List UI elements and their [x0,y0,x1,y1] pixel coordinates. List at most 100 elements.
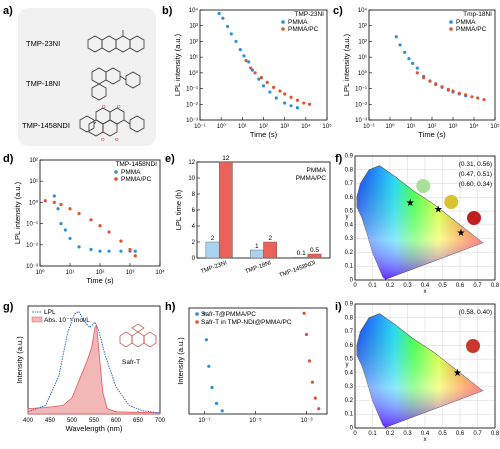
x-tick-label: 700 [155,418,165,424]
data-point [278,89,282,93]
x-tick-label: 10³ [126,270,135,276]
coordinate-label: (0.58, 0.40) [459,309,492,316]
y-tick-label: 0.5 [345,209,354,215]
compound-label-1458ndi: TMP-1458NDI [22,121,70,130]
y-axis-label: LPL intensity (a.u.) [173,33,182,96]
x-axis-label: Wavelength (nm) [66,424,123,433]
data-point [89,247,93,252]
y-tick-label: 0.5 [345,357,354,363]
star-marker: ★ [434,205,443,216]
data-point [107,230,111,234]
data-point [283,101,287,105]
panel-i-label: i) [335,301,342,313]
ring [143,331,157,348]
data-point [271,85,276,89]
x-axis-label: x [424,289,427,295]
data-point [133,249,137,253]
bar [307,253,322,259]
x-category-label: TMP-23NI [200,260,228,275]
panel-f: f) 0 0.1 0.2 0.3 0.4 0.5 0.6 0.7 0.8 0 0.1 0.2 0.3 0.… [335,148,500,296]
chart-g-svg: g) 400 450 500 550 600 650 700 Wavelength (nm) I… [3,301,166,433]
y-tick-label: 2 [192,240,196,246]
x-tick-label: 0.8 [491,283,500,289]
data-point [257,77,261,81]
data-point [220,409,224,413]
x-tick-label: 0.3 [403,431,412,437]
y-tick-label: 10⁻³ [355,118,367,124]
y-tick-label: 0.3 [345,236,354,242]
data-point [43,199,47,203]
color-swatch [467,211,481,225]
chart-b-svg: b) 10⁻¹ 10⁰ 10¹ 10² 10³ 10⁴ 10⁵ 10⁻³ 10⁻² 10⁻¹ 10⁰… [162,5,332,139]
data-point [295,106,300,110]
y-tick-label: 10² [189,39,198,45]
chart-title: TMP-23NI [294,11,324,18]
data-point [59,222,63,226]
x-tick-label: 0.3 [403,283,412,289]
data-point [428,79,432,83]
coordinate-label: (0.47, 0.51) [459,171,492,178]
data-point [229,32,233,36]
x-tick-label: 0.1 [368,283,377,289]
x-tick-label: 0.8 [491,431,500,437]
plot-frame [354,303,496,429]
x-tick-label: 0.7 [473,431,482,437]
x-tick-label: 10⁻⁷ [198,417,210,424]
data-point [217,11,221,16]
coordinate-label: (0.60, 0.34) [459,181,492,188]
legend-marker [449,20,453,24]
data-point [446,87,450,91]
data-point [68,207,72,211]
lpl-line [27,310,161,414]
x-tick-label: 0.7 [473,283,482,289]
legend-label: PMMA [288,19,308,26]
data-point [415,71,419,75]
panel-e-label: e) [165,153,175,165]
x-axis-label: x [424,437,427,443]
data-point [59,202,63,207]
bar-value-label: 2 [211,235,215,242]
x-tick-label: 0 [353,431,357,437]
data-point [302,311,306,315]
color-swatch [466,339,480,353]
legend-marker [31,316,43,323]
chart-title: Tmp-18NI [463,11,492,18]
y-tick-label: 10⁻¹ [26,222,38,228]
legend-marker [195,320,199,324]
data-point [464,93,468,97]
legend-label: LPL [44,309,56,316]
data-point [89,218,93,222]
panel-i: i) 0 0.1 0.2 0.3 0.4 0.5 0.6 0.7 0.8 0 0.1 0.2 0.3 0.… [335,296,500,444]
legend-marker [449,27,453,31]
x-tick-label: 550 [89,418,100,424]
structure-18ni [91,67,141,101]
data-point [295,98,300,102]
data-point [261,84,266,88]
y-tick-label: 10⁰ [29,199,39,206]
data-point [434,82,438,86]
y-axis-label: y [346,214,349,220]
x-tick-label: 650 [133,418,144,424]
data-point [242,54,246,58]
x-tick-label: 10⁰ [217,123,227,130]
data-point [403,50,407,55]
y-tick-label: 0.1 [345,412,354,418]
chart-d-svg: d) 10⁰ 10¹ 10² 10³ 10⁴10⁻³10⁻²10⁻¹10⁰10¹10²T… [3,153,165,285]
legend-marker [281,27,285,31]
data-point [221,16,225,20]
data-point [268,90,272,94]
y-tick-label: 10⁰ [358,70,368,77]
panel-b-label: b) [162,5,173,17]
data-point [52,194,56,198]
legend-label: PMMA/PC [288,26,319,33]
cie-locus-overlay [356,165,483,280]
x-tick-label: 10⁻⁵ [249,417,262,424]
y-tick-label: 10³ [358,24,367,30]
y-tick-label: 0 [350,278,354,284]
panel-c-label: c) [333,5,343,17]
data-point [289,95,293,99]
x-tick-label: 0.2 [386,283,395,289]
y-tick-label: 0 [350,426,354,432]
x-tick-label: 0.5 [438,431,447,437]
y-tick-label: 10 [188,176,195,182]
